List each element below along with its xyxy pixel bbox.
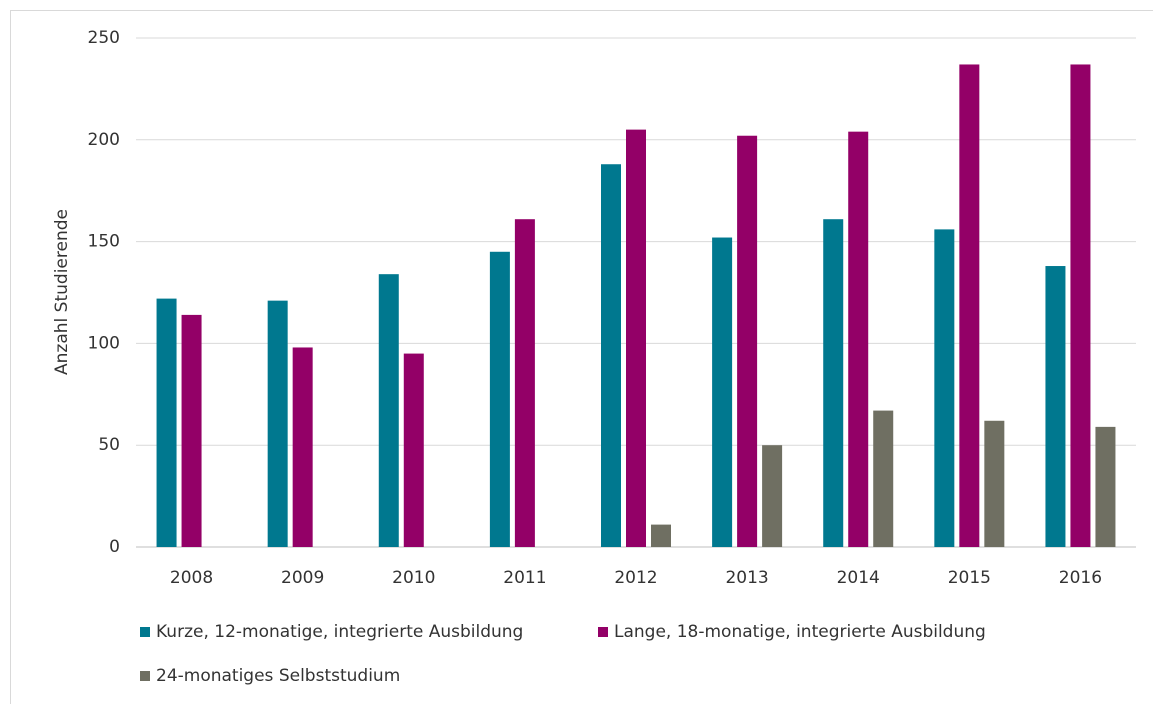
bar — [651, 524, 671, 547]
bar — [626, 129, 646, 547]
y-tick-label: 0 — [109, 537, 120, 557]
bar — [1045, 266, 1066, 547]
x-tick-label: 2009 — [281, 568, 324, 588]
bar — [292, 347, 313, 547]
bar — [403, 353, 424, 547]
y-tick-label: 250 — [88, 28, 120, 48]
legend-label: 24-monatiges Selbststudium — [156, 666, 400, 686]
bar — [762, 445, 783, 547]
y-tick-label: 150 — [88, 232, 120, 252]
bar — [1095, 426, 1116, 547]
legend-swatch — [140, 671, 150, 681]
y-tick-label: 200 — [88, 130, 120, 150]
x-tick-label: 2008 — [170, 568, 213, 588]
bar — [267, 300, 288, 547]
y-tick-label: 50 — [98, 435, 120, 455]
bar — [848, 131, 869, 547]
bar — [1070, 64, 1091, 547]
bar — [934, 229, 955, 547]
bar — [156, 298, 177, 547]
bar — [959, 64, 980, 547]
bar — [712, 237, 733, 547]
legend-swatch — [598, 627, 608, 637]
bar — [984, 420, 1005, 547]
legend-label: Kurze, 12-monatige, integrierte Ausbildu… — [156, 622, 523, 642]
legend-label: Lange, 18-monatige, integrierte Ausbildu… — [614, 622, 986, 642]
bar — [601, 164, 621, 547]
x-tick-label: 2010 — [392, 568, 435, 588]
legend-swatch — [140, 627, 150, 637]
x-tick-label: 2011 — [503, 568, 546, 588]
y-axis-label: Anzahl Studierende — [52, 209, 72, 375]
bar — [378, 274, 399, 547]
bar — [873, 410, 894, 547]
x-tick-label: 2013 — [725, 568, 768, 588]
bar — [489, 251, 510, 547]
x-tick-label: 2015 — [948, 568, 991, 588]
x-tick-label: 2012 — [614, 568, 657, 588]
x-tick-label: 2014 — [837, 568, 880, 588]
x-tick-label: 2016 — [1059, 568, 1102, 588]
bar — [514, 219, 535, 548]
y-tick-label: 100 — [88, 333, 120, 353]
bar — [823, 219, 844, 548]
bar — [181, 314, 202, 547]
bar — [737, 135, 758, 547]
